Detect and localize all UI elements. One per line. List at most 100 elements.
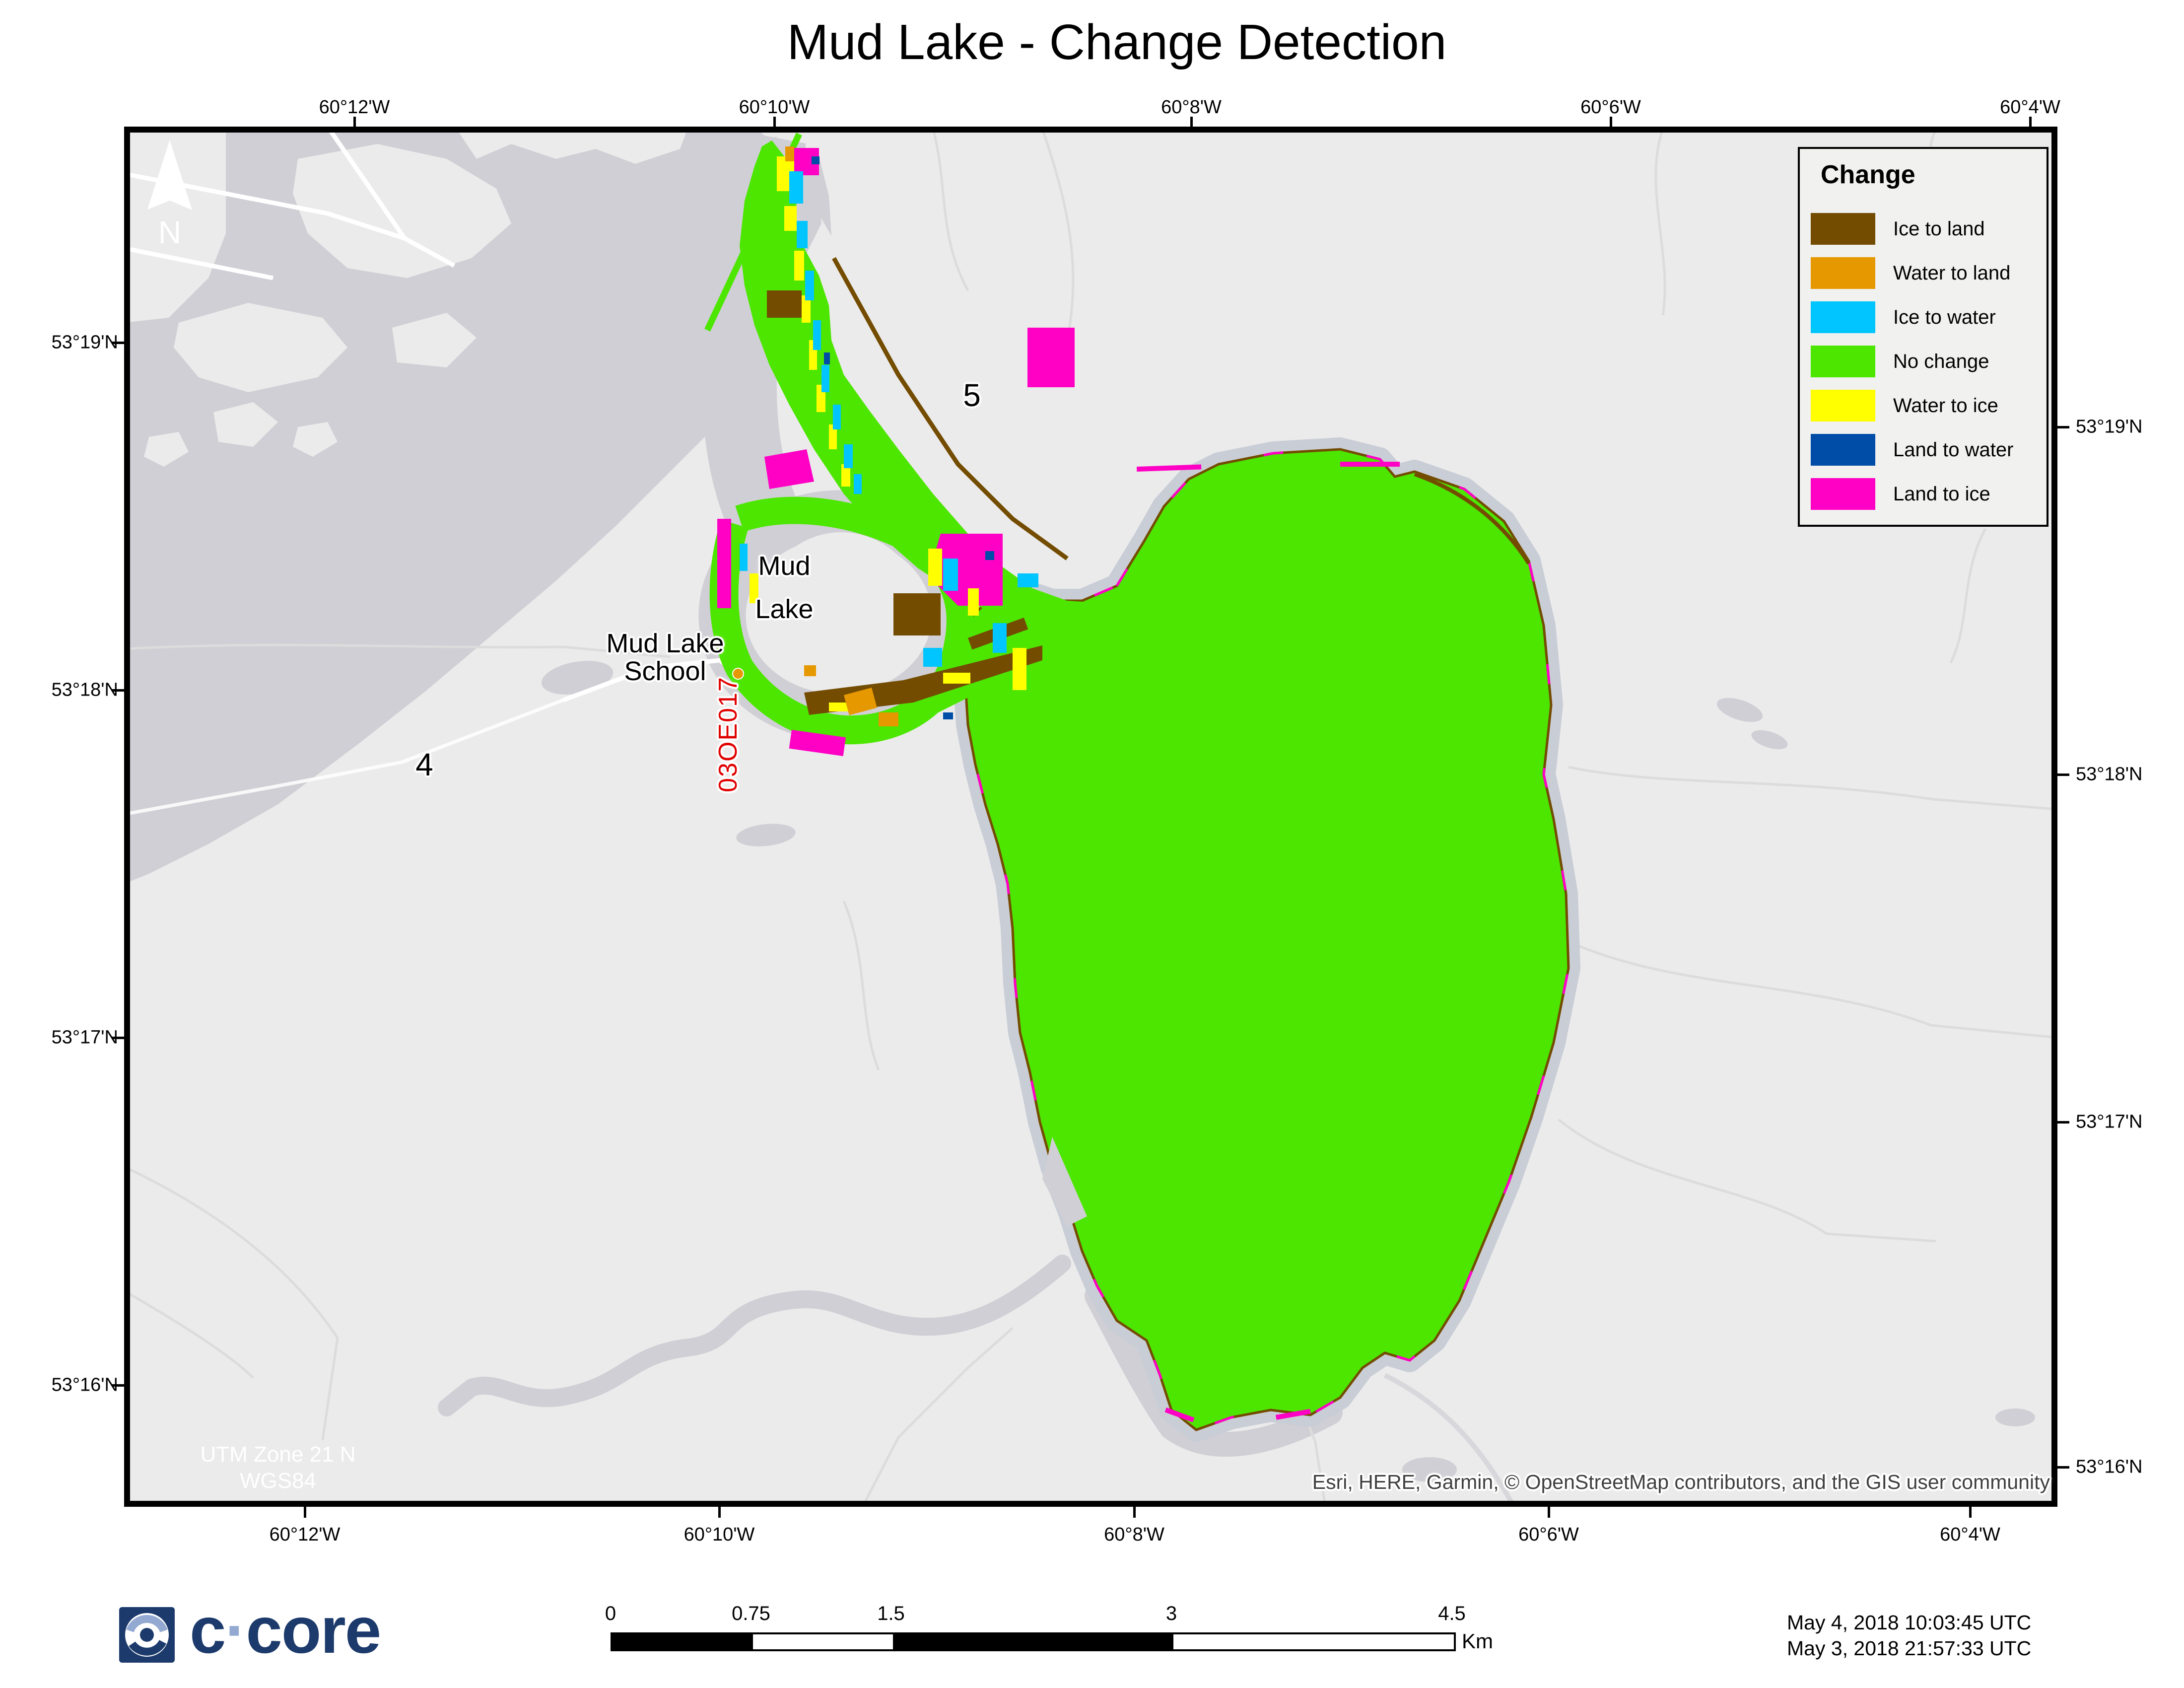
legend-row-water-to-land: Water to land	[1811, 257, 2010, 289]
legend-label: Land to ice	[1893, 483, 1990, 505]
tick-bottom-3	[1133, 1507, 1136, 1518]
map-graphics: N	[123, 125, 2058, 1515]
ccore-logo-text: c·core	[190, 1598, 381, 1663]
timestamp-image-1: May 4, 2018 10:03:45 UTC	[1787, 1611, 2032, 1634]
coord-bottom-3: 60°8'W	[1104, 1524, 1164, 1545]
coord-top-4: 60°6'W	[1580, 97, 1641, 118]
logo-prefix: c	[190, 1594, 226, 1667]
legend-row-water-to-ice: Water to ice	[1811, 390, 1998, 422]
tick-top-4	[1610, 117, 1612, 128]
outlet-stream-se	[1383, 1373, 1516, 1508]
scalebar-tick-0: 0	[605, 1603, 616, 1624]
coord-bottom-1: 60°12'W	[269, 1524, 341, 1545]
legend-swatch-no-change	[1811, 346, 1875, 377]
lake-outlet-river	[1085, 1283, 1343, 1457]
scalebar-tick-45: 4.5	[1438, 1603, 1466, 1624]
svg-text:N: N	[158, 214, 181, 250]
legend-label: No change	[1893, 350, 1989, 372]
coord-left-3: 53°17'N	[51, 1027, 118, 1048]
scalebar-segment	[893, 1634, 1173, 1649]
north-arrow-icon: N	[147, 140, 192, 250]
coord-top-5: 60°4'W	[2000, 97, 2060, 118]
water-to-ice-specks	[750, 156, 1026, 711]
scalebar-tick-15: 1.5	[877, 1603, 905, 1624]
coord-left-1: 53°19'N	[51, 332, 118, 353]
coord-top-1: 60°12'W	[319, 97, 390, 118]
scalebar-segment	[613, 1634, 753, 1649]
ccore-logo-icon	[119, 1607, 175, 1663]
tick-left-2	[112, 689, 124, 692]
zone-label-5: 5	[963, 377, 981, 413]
tick-bottom-4	[1548, 1507, 1550, 1518]
logo-dot: ·	[225, 1594, 247, 1667]
lower-river	[438, 1255, 1071, 1416]
tick-top-5	[2029, 117, 2032, 128]
zone-label-4: 4	[415, 747, 433, 782]
coord-right-2: 53°18'N	[2076, 764, 2143, 785]
timestamp-image-2: May 3, 2018 21:57:33 UTC	[1787, 1637, 2032, 1660]
projection-label-line2: WGS84	[239, 1469, 317, 1493]
scalebar-tick-075: 0.75	[732, 1603, 770, 1624]
channel-brown-edge	[832, 257, 1069, 561]
legend-swatch-ice-to-water	[1811, 301, 1875, 333]
mudlake-basin	[762, 532, 921, 689]
legend: Change Ice to land Water to land Ice to …	[1798, 147, 2048, 527]
station-id-label: 03OE017	[714, 676, 743, 792]
coord-bottom-5: 60°4'W	[1940, 1524, 2000, 1545]
coord-right-4: 53°16'N	[2076, 1456, 2143, 1477]
braided-river	[124, 129, 821, 884]
legend-label: Water to ice	[1893, 394, 1998, 417]
tick-right-4	[2057, 1466, 2069, 1469]
legend-row-land-to-ice: Land to ice	[1811, 478, 1990, 510]
tick-left-4	[112, 1384, 124, 1387]
coord-bottom-4: 60°6'W	[1518, 1524, 1579, 1545]
tick-top-1	[353, 117, 356, 128]
coord-top-2: 60°10'W	[739, 97, 810, 118]
legend-swatch-land-to-ice	[1811, 478, 1875, 510]
station-marker[interactable]	[732, 668, 744, 680]
tick-right-1	[2057, 426, 2069, 428]
legend-swatch-water-to-ice	[1811, 390, 1875, 422]
legend-swatch-water-to-land	[1811, 257, 1875, 289]
scalebar	[611, 1632, 1456, 1651]
legend-row-no-change: No change	[1811, 346, 1989, 377]
coord-right-1: 53°19'N	[2076, 416, 2143, 437]
tick-right-3	[2057, 1121, 2069, 1124]
water-to-land-specks	[785, 146, 898, 726]
tick-bottom-5	[1969, 1507, 1972, 1518]
coord-right-3: 53°17'N	[2076, 1111, 2143, 1132]
lake-west-notch	[1042, 1137, 1087, 1226]
coord-left-2: 53°18'N	[51, 679, 118, 701]
tick-top-2	[773, 117, 776, 128]
legend-swatch-land-to-water	[1811, 434, 1875, 466]
legend-row-ice-to-land: Ice to land	[1811, 213, 1985, 245]
legend-row-land-to-water: Land to water	[1811, 434, 2013, 466]
legend-label: Ice to water	[1893, 306, 1996, 328]
tick-left-1	[112, 342, 124, 344]
school-label-line1: Mud Lake	[606, 629, 724, 658]
logo-suffix: core	[246, 1594, 381, 1667]
coord-top-3: 60°8'W	[1161, 97, 1222, 118]
mud-lake-label-line1: Mud	[758, 551, 811, 581]
legend-label: Land to water	[1893, 438, 2014, 461]
page-title: Mud Lake - Change Detection	[787, 14, 1447, 70]
coord-bottom-2: 60°10'W	[683, 1524, 755, 1545]
scalebar-segment	[753, 1634, 893, 1649]
school-label-line2: School	[624, 656, 706, 686]
legend-swatch-ice-to-land	[1811, 213, 1875, 245]
tick-bottom-2	[718, 1507, 721, 1518]
legend-row-ice-to-water: Ice to water	[1811, 301, 1996, 333]
attribution: Esri, HERE, Garmin, © OpenStreetMap cont…	[1312, 1471, 2050, 1493]
tick-top-3	[1190, 117, 1193, 128]
mud-lake-label-line2: Lake	[755, 594, 814, 624]
legend-title: Change	[1821, 160, 1915, 189]
ice-to-water-specks	[740, 171, 1038, 667]
tick-bottom-1	[304, 1507, 306, 1518]
tick-right-2	[2057, 774, 2069, 776]
legend-label: Water to land	[1893, 262, 2011, 284]
coord-left-4: 53°16'N	[51, 1374, 118, 1396]
scalebar-unit: Km	[1462, 1629, 1493, 1653]
map-canvas[interactable]: N	[123, 125, 2058, 1515]
land-to-water-specks	[812, 156, 994, 719]
